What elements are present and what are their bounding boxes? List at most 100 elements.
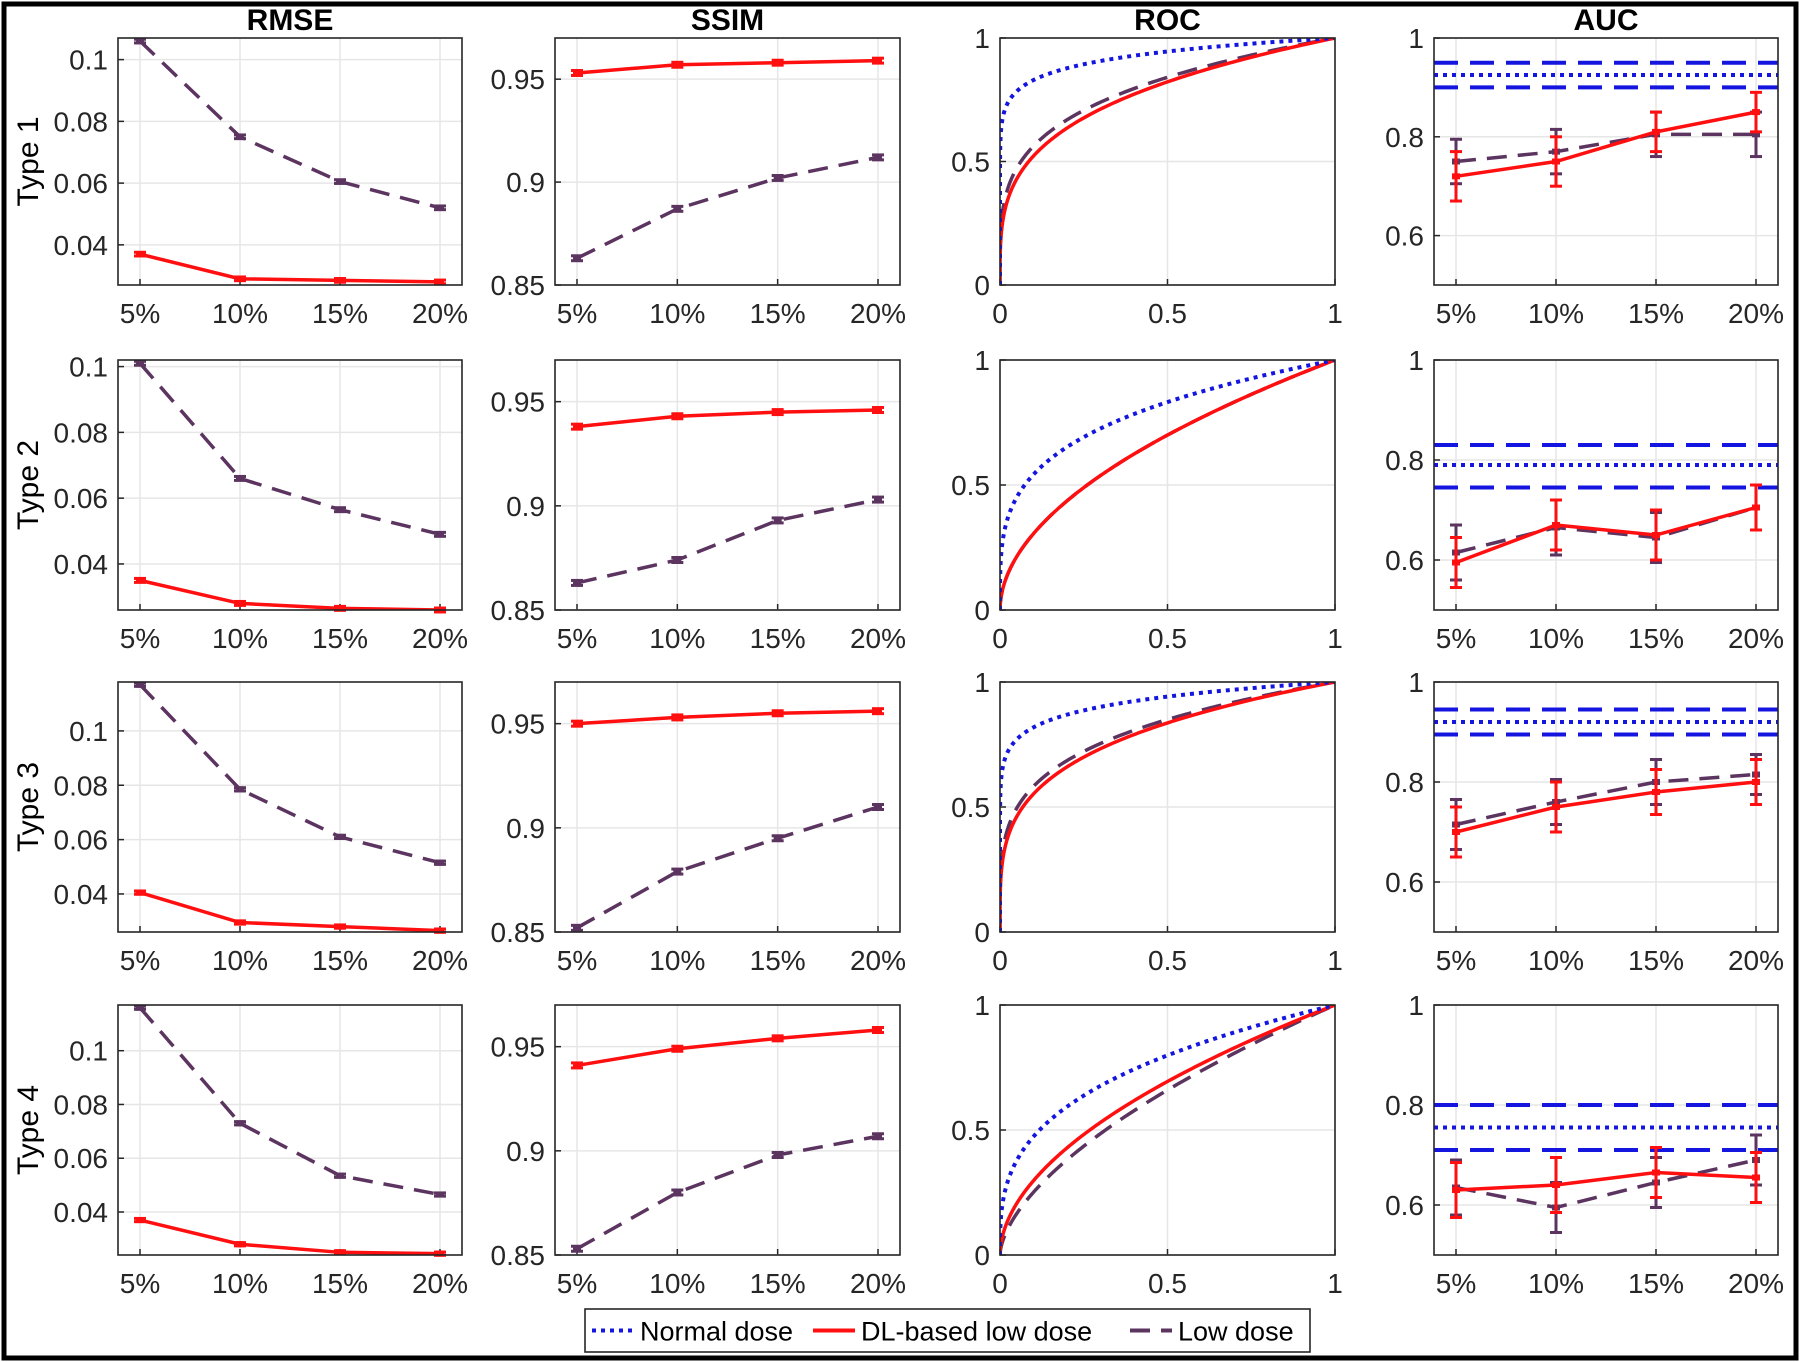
y-tick-label: 0.95 <box>491 709 546 740</box>
x-tick-label: 15% <box>312 623 368 654</box>
x-tick-label: 5% <box>1436 1268 1476 1299</box>
x-tick-label: 0 <box>992 623 1008 654</box>
y-tick-label: 0.08 <box>54 1089 109 1120</box>
y-tick-label: 0.08 <box>54 417 109 448</box>
roc-curve-normal-dose <box>1000 360 1335 610</box>
x-tick-label: 0.5 <box>1148 1268 1187 1299</box>
x-tick-label: 5% <box>557 623 597 654</box>
x-tick-label: 15% <box>750 1268 806 1299</box>
y-tick-label: 0.04 <box>54 1197 109 1228</box>
y-tick-label: 0.04 <box>54 549 109 580</box>
x-tick-label: 10% <box>1528 945 1584 976</box>
panel-rmse-1: 5% 10% 15% 20% 0.04 0.06 0.08 0.1 <box>54 37 468 329</box>
panel-ssim-2: 5% 10% 15% 20% 0.85 0.9 0.95 <box>491 359 906 654</box>
x-tick-label: 1 <box>1327 1268 1343 1299</box>
data-point <box>236 475 244 482</box>
y-tick-label: 0.6 <box>1385 1190 1424 1221</box>
y-tick-label: 0.6 <box>1385 221 1424 252</box>
y-tick-label: 0.5 <box>951 1115 990 1146</box>
x-tick-label: 20% <box>412 623 468 654</box>
x-tick-label: 10% <box>649 623 705 654</box>
x-tick-label: 15% <box>312 945 368 976</box>
y-tick-label: 0 <box>974 1240 990 1271</box>
x-tick-label: 1 <box>1327 298 1343 329</box>
data-point <box>773 517 782 524</box>
data-point <box>1652 532 1660 538</box>
panel-roc-2: 0 0.5 1 0 0.5 1 <box>951 345 1343 654</box>
legend: Normal dose DL-based low dose Low dose <box>584 1308 1311 1353</box>
data-point <box>573 1062 581 1069</box>
data-point <box>236 133 244 140</box>
series-line-low-dose <box>576 155 879 260</box>
roc-curve-dl-based-low-dose <box>1000 1005 1335 1255</box>
row-labels: Type 1 Type 2 Type 3 Type 4 <box>12 116 45 1175</box>
x-tick-label: 0 <box>992 945 1008 976</box>
x-tick-label: 10% <box>212 945 268 976</box>
x-tick-label: 10% <box>212 298 268 329</box>
data-point <box>1552 158 1560 165</box>
roc-curve-dl-based-low-dose <box>1000 682 1335 932</box>
x-tick-label: 10% <box>649 945 705 976</box>
plot-area <box>555 360 900 610</box>
x-tick-label: 15% <box>1628 1268 1684 1299</box>
plot-area <box>555 682 900 932</box>
axes-box <box>554 37 901 286</box>
y-tick-label: 0.1 <box>69 352 108 383</box>
axes-box <box>554 1004 901 1256</box>
y-tick-label: 0.5 <box>951 792 990 823</box>
data-point <box>773 409 782 416</box>
y-tick-label: 0.1 <box>69 716 108 747</box>
roc-curve-normal-dose <box>1000 1005 1335 1255</box>
x-tick-label: 10% <box>212 1268 268 1299</box>
data-point <box>236 600 244 607</box>
plot-area <box>118 38 462 285</box>
y-tick-label: 0.6 <box>1385 545 1424 576</box>
plot-area <box>1434 682 1778 932</box>
data-point <box>436 1191 444 1198</box>
x-tick-label: 20% <box>412 298 468 329</box>
roc-curve-normal-dose <box>1000 38 1335 285</box>
data-point <box>1452 173 1460 180</box>
x-tick-label: 10% <box>1528 298 1584 329</box>
data-point <box>1552 522 1560 528</box>
axes-box <box>1433 359 1779 611</box>
plot-area <box>118 1005 462 1255</box>
panel-ssim-4: 5% 10% 15% 20% 0.85 0.9 0.95 <box>491 1004 906 1299</box>
y-tick-label: 0 <box>974 595 990 626</box>
panel-ssim-1: 5% 10% 15% 20% 0.85 0.9 0.95 <box>491 37 906 329</box>
x-tick-label: 5% <box>120 298 160 329</box>
data-point <box>1452 1187 1460 1193</box>
x-tick-label: 1 <box>1327 623 1343 654</box>
axes-box <box>554 681 901 933</box>
axes-box <box>999 359 1336 611</box>
plot-area <box>555 38 900 285</box>
data-point <box>436 531 444 538</box>
legend-label-normal: Normal dose <box>640 1317 793 1347</box>
x-tick-label: 20% <box>1728 1268 1784 1299</box>
data-point <box>573 720 581 727</box>
series-line-dl-based-low-dose <box>576 709 879 726</box>
x-tick-label: 20% <box>850 945 906 976</box>
x-tick-label: 20% <box>850 623 906 654</box>
data-point <box>1752 131 1760 138</box>
panel-auc-3: 5% 10% 15% 20% 0.6 0.8 1 <box>1385 667 1784 976</box>
data-point <box>236 786 244 793</box>
x-tick-label: 15% <box>750 298 806 329</box>
x-tick-label: 15% <box>1628 623 1684 654</box>
data-point <box>1552 804 1560 810</box>
roc-curve-normal-dose <box>1000 682 1335 932</box>
panels: 5% 10% 15% 20%0.040.060.080.15% 10% 15% 20%0.8… <box>54 23 1785 1299</box>
data-point <box>1752 504 1760 511</box>
x-tick-label: 20% <box>1728 298 1784 329</box>
y-tick-label: 0.85 <box>491 917 546 948</box>
data-point <box>874 407 882 413</box>
roc-curve-dl-based-low-dose <box>1000 360 1335 610</box>
x-tick-label: 10% <box>649 1268 705 1299</box>
data-point <box>336 1249 344 1256</box>
axes-box <box>117 359 463 611</box>
data-point <box>1452 559 1460 566</box>
series-line-dl-based-low-dose <box>576 408 879 429</box>
legend-label-low: Low dose <box>1178 1317 1294 1347</box>
x-tick-label: 5% <box>1436 298 1476 329</box>
x-tick-label: 10% <box>1528 623 1584 654</box>
